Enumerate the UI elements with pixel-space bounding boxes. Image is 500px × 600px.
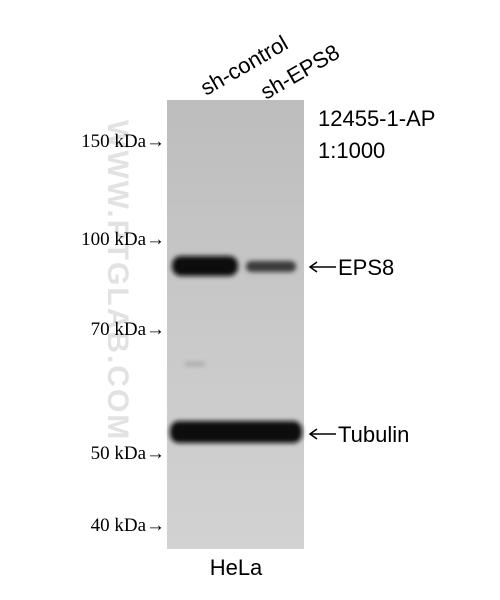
band-label: EPS8 [338,255,394,280]
marker-label: 70 kDa→ [91,319,165,340]
marker-label: 100 kDa→ [81,229,165,250]
tubulin-band [170,421,302,443]
marker-label: 50 kDa→ [91,443,165,464]
eps8-band-control [172,256,238,276]
cell-line-label: HeLa [210,555,263,580]
antibody-catalog: 12455-1-AP [318,106,435,131]
marker-label: 40 kDa→ [91,515,165,536]
band-label: Tubulin [338,422,409,447]
blot-membrane [167,100,304,549]
watermark: WWW.PTGLAB.COM [101,120,134,441]
band-arrow [308,261,336,440]
faint-band [185,362,205,366]
antibody-dilution: 1:1000 [318,138,385,163]
marker-label: 150 kDa→ [81,131,165,152]
eps8-band-knockdown [246,261,296,272]
